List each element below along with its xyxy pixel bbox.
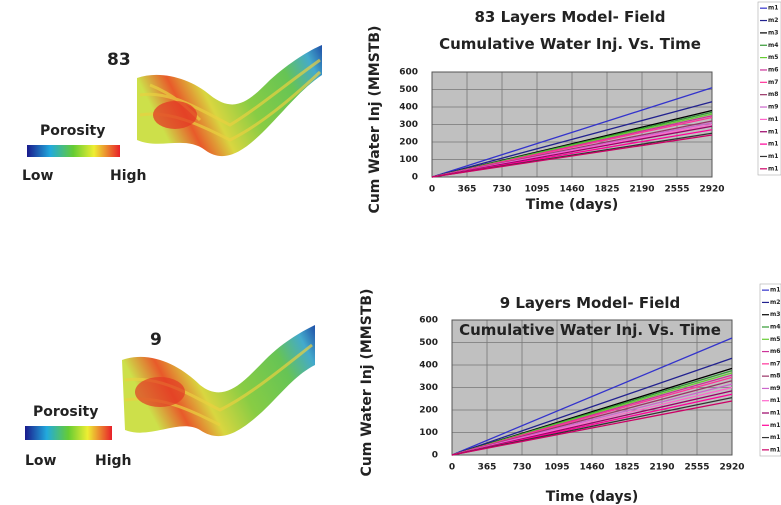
model-label: 9	[150, 330, 162, 350]
chart-title: 83 Layers Model- Field Cumulative Water …	[439, 8, 701, 53]
legend-label: m3	[770, 311, 780, 318]
x-tick-label: 730	[513, 463, 532, 473]
legend-label: m1	[768, 141, 778, 148]
y-tick-label: 0	[432, 451, 438, 461]
colorbar-high: High	[110, 168, 147, 184]
y-tick-label: 300	[399, 120, 418, 130]
legend-label: m2	[770, 299, 780, 306]
x-tick-label: 0	[429, 185, 435, 195]
x-tick-label: 1825	[614, 463, 639, 473]
legend-label: m1	[770, 434, 780, 441]
model-label: 83	[107, 50, 131, 70]
colorbar-title: Porosity	[33, 404, 98, 420]
legend-label: m5	[770, 336, 780, 343]
y-tick-label: 100	[419, 428, 438, 438]
y-tick-label: 600	[419, 316, 438, 326]
x-tick-label: 2190	[649, 463, 674, 473]
legend-label: m4	[770, 324, 780, 331]
x-axis-label: Time (days)	[546, 489, 639, 505]
x-tick-label: 2555	[664, 185, 689, 195]
legend-label: m1	[770, 422, 780, 429]
series-line	[431, 101, 713, 178]
x-tick-label: 1460	[579, 463, 604, 473]
x-tick-label: 1825	[594, 185, 619, 195]
legend-label: m5	[768, 54, 778, 61]
legend-label: m7	[768, 79, 778, 86]
legend-label: m1	[768, 128, 778, 135]
legend-label: m1	[768, 5, 778, 12]
y-axis-label: Cum Water Inj (MMSTB)	[359, 289, 375, 477]
legend-label: m3	[768, 29, 778, 36]
y-tick-label: 100	[399, 155, 418, 165]
colorbar	[27, 145, 120, 157]
legend-box	[759, 283, 781, 457]
colorbar-title: Porosity	[40, 123, 105, 139]
legend-label: m6	[770, 348, 780, 355]
legend-label: m7	[770, 360, 780, 367]
x-tick-label: 0	[449, 463, 455, 473]
colorbar-high: High	[95, 453, 132, 469]
legend-label: m9	[768, 104, 778, 111]
legend-label: m1	[768, 165, 778, 172]
y-tick-label: 0	[412, 173, 418, 183]
series-line	[431, 87, 713, 178]
legend-label: m1	[768, 116, 778, 123]
legend-label: m6	[768, 66, 778, 73]
x-tick-label: 2920	[719, 463, 744, 473]
y-axis-label: Cum Water Inj (MMSTB)	[367, 26, 383, 214]
legend-label: m8	[770, 373, 780, 380]
legend-label: m4	[768, 42, 778, 49]
y-tick-label: 500	[419, 338, 438, 348]
x-tick-label: 1095	[524, 185, 549, 195]
legend-label: m1	[768, 153, 778, 160]
chart-title: 9 Layers Model- Field Cumulative Water I…	[459, 294, 721, 339]
legend-label: m8	[768, 91, 778, 98]
series-line	[431, 134, 713, 178]
x-tick-label: 365	[478, 463, 497, 473]
y-tick-label: 200	[399, 138, 418, 148]
y-tick-label: 200	[419, 406, 438, 416]
porosity-section	[122, 325, 315, 437]
legend-box	[757, 1, 781, 176]
legend-label: m9	[770, 385, 780, 392]
legend-label: m1	[770, 446, 780, 453]
porosity-section	[137, 45, 322, 157]
legend-label: m2	[768, 17, 778, 24]
colorbar-low: Low	[25, 453, 57, 469]
x-tick-label: 2920	[699, 185, 724, 195]
x-tick-label: 365	[458, 185, 477, 195]
x-axis-label: Time (days)	[526, 197, 619, 213]
y-tick-label: 400	[419, 361, 438, 371]
legend-label: m1	[770, 397, 780, 404]
series-line	[451, 357, 733, 456]
x-tick-label: 2555	[684, 463, 709, 473]
x-tick-label: 730	[493, 185, 512, 195]
series-line	[451, 337, 733, 456]
x-tick-label: 2190	[629, 185, 654, 195]
colorbar	[25, 426, 112, 440]
y-tick-label: 500	[399, 85, 418, 95]
x-tick-label: 1460	[559, 185, 584, 195]
legend-label: m1	[770, 287, 780, 294]
y-tick-label: 400	[399, 103, 418, 113]
colorbar-low: Low	[22, 168, 54, 184]
legend-label: m1	[770, 410, 780, 417]
x-tick-label: 1095	[544, 463, 569, 473]
series-line	[451, 400, 733, 456]
y-tick-label: 300	[419, 383, 438, 393]
y-tick-label: 600	[399, 68, 418, 78]
